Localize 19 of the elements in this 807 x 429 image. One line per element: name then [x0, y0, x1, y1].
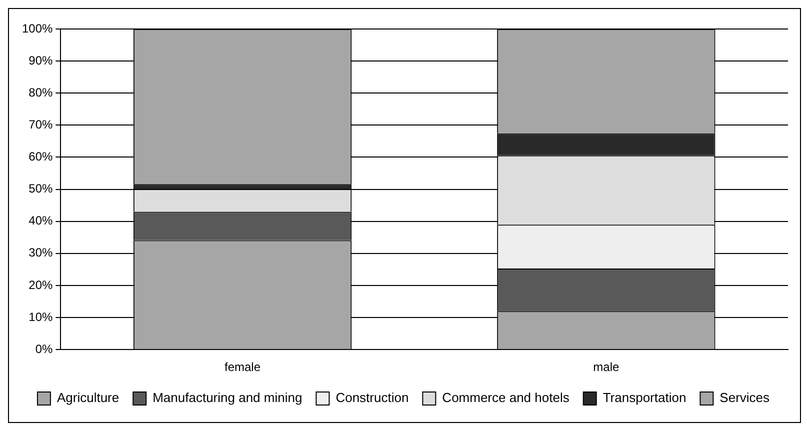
- x-tick-label: male: [593, 360, 620, 374]
- y-tick-label: 80%: [28, 85, 54, 100]
- y-tick-label: 100%: [22, 21, 54, 36]
- x-tick-label: female: [224, 360, 261, 374]
- y-tick-label: 20%: [28, 278, 54, 292]
- legend-label: Transportation: [602, 390, 686, 406]
- y-tick-label: 40%: [28, 214, 54, 228]
- y-tick-label: 50%: [28, 182, 54, 196]
- legend-label: Agriculture: [56, 390, 120, 406]
- legend-label: Construction: [336, 390, 409, 406]
- y-tick-label: 90%: [28, 53, 54, 68]
- y-tick-label: 70%: [28, 117, 54, 132]
- legend-label: Services: [720, 390, 770, 406]
- legend-label: Commerce and hotels: [442, 390, 570, 406]
- y-tick-label: 0%: [35, 342, 54, 356]
- legend-label: Manufacturing and mining: [152, 390, 302, 406]
- y-tick-label: 10%: [28, 310, 54, 324]
- y-tick-label: 30%: [28, 246, 54, 260]
- y-tick-label: 60%: [28, 150, 54, 164]
